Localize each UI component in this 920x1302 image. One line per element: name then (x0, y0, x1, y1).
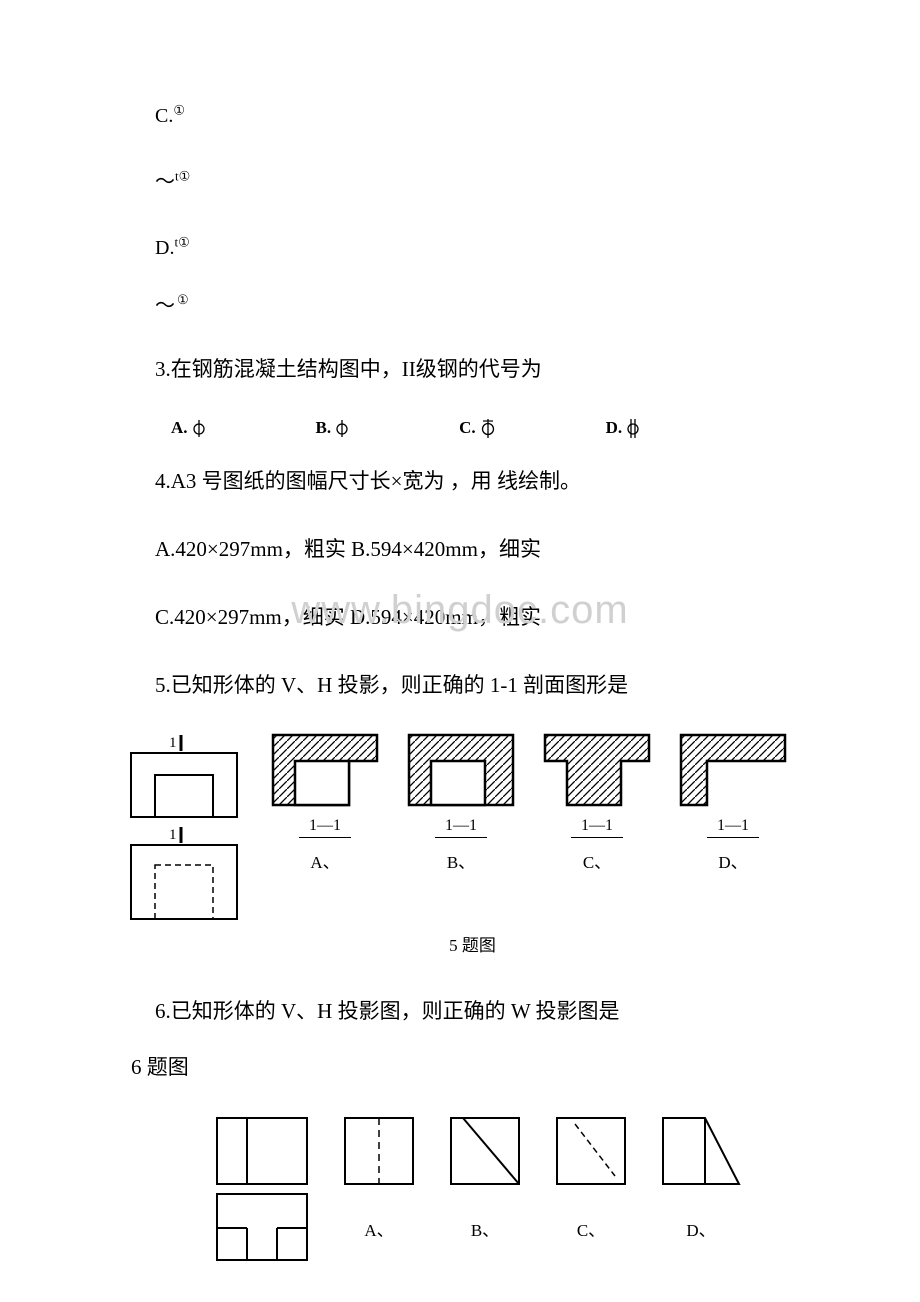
q3-text: 3.在钢筋混凝土结构图中，II级钢的代号为 (155, 350, 790, 390)
q5-figure: 1 1 1—1 A、 1—1 B、 (125, 733, 790, 923)
q5-v-view: 1 (125, 733, 243, 821)
q2-tilde2: ～① (155, 290, 790, 322)
q6-b-svg (449, 1116, 521, 1186)
opt-d-sup: t① (174, 234, 189, 249)
q5-d-lbl: D、 (718, 848, 747, 873)
q3-c-label: C. (459, 418, 476, 438)
tilde1-sup: t① (175, 168, 190, 183)
q3-opt-c: C. (459, 418, 496, 438)
q6-c-lbl: C、 (577, 1216, 605, 1241)
q5-a-lbl: A、 (310, 848, 339, 873)
phi-a-icon (192, 419, 206, 437)
q6-vh-projection (215, 1116, 309, 1262)
q5-opt-b-box: 1—1 B、 (407, 733, 515, 873)
q2-option-c: C.① (155, 100, 790, 132)
q6-h-view (215, 1192, 309, 1262)
q3-opt-b: B. (316, 418, 350, 438)
q6-c-svg (555, 1116, 627, 1186)
q5-c-svg (543, 733, 651, 807)
q6-d-lbl: D、 (686, 1216, 715, 1241)
phi-c-icon (480, 418, 496, 438)
q3-opt-d: D. (606, 418, 641, 438)
q5-text: 5.已知形体的 V、H 投影，则正确的 1-1 剖面图形是 (155, 666, 790, 706)
q5-b-section: 1—1 (435, 817, 487, 838)
phi-b-icon (335, 419, 349, 437)
q2-option-d: D.t① (155, 232, 790, 264)
q6-text: 6.已知形体的 V、H 投影图，则正确的 W 投影图是 (155, 992, 790, 1032)
q5-vh-projection: 1 1 (125, 733, 243, 923)
q2-tilde1: ～t① (155, 166, 790, 198)
tilde2: ～ (155, 295, 175, 317)
q3-d-label: D. (606, 418, 623, 438)
opt-d-label: D. (155, 237, 174, 259)
q6-b-lbl: B、 (471, 1216, 499, 1241)
q5-opt-d-box: 1—1 D、 (679, 733, 787, 873)
q6-caption: 6 题图 (131, 1048, 790, 1088)
tilde2-sup: ① (177, 292, 189, 307)
q5-a-svg (271, 733, 379, 807)
q6-opt-c-box: C、 (555, 1116, 627, 1241)
q6-d-svg (661, 1116, 741, 1186)
q6-a-lbl: A、 (364, 1216, 393, 1241)
q6-opt-b-box: B、 (449, 1116, 521, 1241)
q3-a-label: A. (171, 418, 188, 438)
svg-text:1: 1 (169, 827, 177, 843)
q5-opt-a-box: 1—1 A、 (271, 733, 379, 873)
q6-a-svg (343, 1116, 415, 1186)
q3-b-label: B. (316, 418, 332, 438)
q4-cd: C.420×297mm，细实 D.594×420mm，粗实 (155, 598, 790, 638)
svg-text:1: 1 (169, 735, 177, 751)
q3-opt-a: A. (171, 418, 206, 438)
q5-c-section: 1—1 (571, 817, 623, 838)
q6-opt-d-box: D、 (661, 1116, 741, 1241)
q5-b-svg (407, 733, 515, 807)
q6-figure: A、 B、 C、 D、 (215, 1116, 790, 1262)
q3-options: A. B. C. D. (171, 418, 790, 438)
q5-caption: 5 题图 (155, 931, 790, 956)
q5-d-svg (679, 733, 787, 807)
opt-c-label: C. (155, 105, 173, 127)
q4-text: 4.A3 号图纸的图幅尺寸长×宽为 ，用 线绘制。 (155, 462, 790, 502)
q6-v-view (215, 1116, 309, 1186)
q5-c-lbl: C、 (583, 848, 611, 873)
q5-b-lbl: B、 (447, 848, 475, 873)
q5-a-section: 1—1 (299, 817, 351, 838)
q6-opt-a-box: A、 (343, 1116, 415, 1241)
phi-d-icon (626, 418, 640, 438)
q5-h-view: 1 (125, 827, 243, 923)
tilde1: ～ (155, 171, 175, 193)
q4-ab: A.420×297mm，粗实 B.594×420mm，细实 (155, 530, 790, 570)
q5-opt-c-box: 1—1 C、 (543, 733, 651, 873)
opt-c-sup: ① (173, 102, 185, 117)
q5-d-section: 1—1 (707, 817, 759, 838)
